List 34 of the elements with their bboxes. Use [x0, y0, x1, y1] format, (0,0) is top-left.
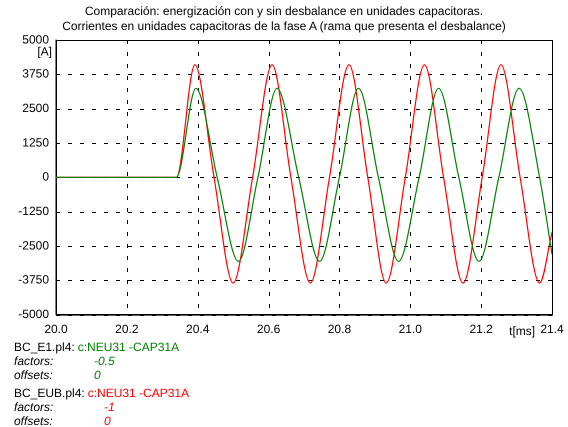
x-axis-title: t[ms]: [509, 324, 536, 338]
x-tick-label: 20.4: [186, 322, 210, 336]
x-tick-label: 21.4: [540, 322, 564, 336]
x-tick-label: 20.2: [115, 322, 139, 336]
text: BC_EUB.pl4:: [14, 386, 85, 400]
x-tick-label: 21.2: [469, 322, 494, 336]
y-tick-label: -5000: [18, 306, 50, 321]
text: 0: [94, 368, 101, 382]
y-tick-label: 3750: [22, 66, 50, 81]
x-tick-label: 20.8: [328, 322, 352, 336]
y-tick-label: 0: [42, 170, 50, 184]
y-tick-label: 2500: [22, 100, 50, 115]
text: factors:: [14, 354, 54, 368]
text: offsets:: [14, 414, 54, 427]
x-tick-label: 20.6: [256, 322, 281, 336]
text: 0: [104, 414, 111, 427]
y-tick-label: 5000: [22, 32, 50, 46]
y-tick-label: -3750: [18, 272, 50, 287]
y-tick-label: -2500: [18, 238, 50, 252]
text: -1: [104, 400, 115, 414]
text: BC_E1.pl4:: [14, 340, 75, 354]
text: offsets:: [14, 368, 54, 382]
x-tick-label: 20.0: [44, 322, 68, 336]
y-axis-title: [A]: [37, 44, 52, 58]
text: c:NEU31 -CAP31A: [78, 340, 180, 354]
y-tick-label: 1250: [22, 135, 50, 150]
chart-subtitle: Corrientes en unidades capacitoras de la fase A (rama que presenta el desbalance): [61, 19, 507, 34]
x-tick-label: 21.0: [398, 322, 422, 336]
text: factors:: [14, 400, 54, 414]
text: -0.5: [94, 354, 115, 368]
text: c:NEU31 -CAP31A: [88, 386, 190, 400]
line-series: [56, 88, 552, 262]
chart-title: Comparación: energización con y sin desbalance en unidades capacitoras.: [84, 4, 484, 19]
y-tick-label: -1250: [18, 204, 50, 218]
